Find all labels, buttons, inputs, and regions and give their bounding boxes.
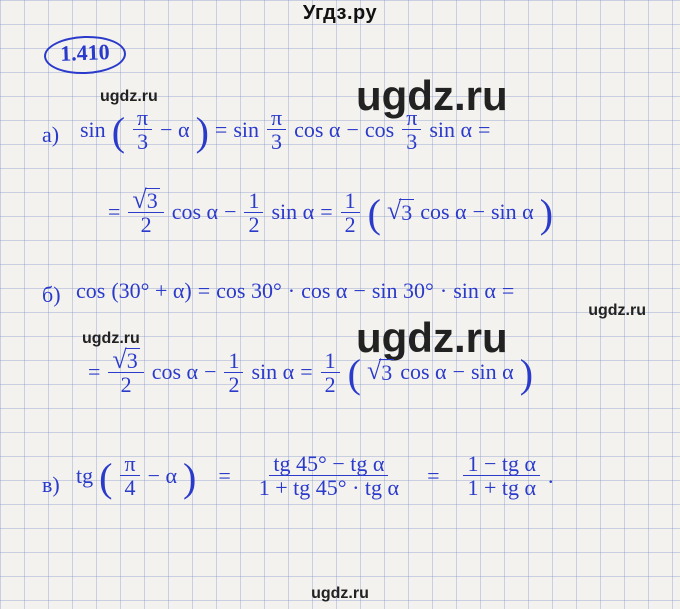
minus-alpha: − α bbox=[160, 117, 189, 143]
one-half-b: 1 2 bbox=[341, 189, 360, 236]
minus-alpha: − α bbox=[148, 463, 177, 489]
lparen-icon: ( bbox=[368, 200, 381, 228]
one-half: 1 2 bbox=[224, 349, 243, 396]
dot: · bbox=[288, 278, 295, 304]
equals-2: = bbox=[300, 359, 312, 385]
one-half: 1 2 bbox=[244, 189, 263, 236]
paper-background: Угдз.ру ugdz.ru ugdz.ru ugdz.ru ugdz.ru … bbox=[0, 0, 680, 609]
cos-fn: cos bbox=[365, 117, 394, 143]
lparen-icon: ( bbox=[99, 464, 112, 492]
part-a-line2: = √3 2 cos α − 1 2 sin α = 1 2 ( √3 cos … bbox=[108, 188, 553, 236]
equals: = bbox=[88, 359, 100, 385]
result-frac: 1 − tg α 1 + tg α bbox=[463, 452, 540, 499]
tg-diff-frac: tg 45° − tg α 1 + tg 45° · tg α bbox=[255, 452, 403, 499]
cos-alpha: cos α bbox=[172, 199, 218, 225]
minus: − bbox=[353, 278, 365, 304]
part-c-line: tg ( π 4 − α ) = tg 45° − tg α 1 + tg 45… bbox=[76, 452, 554, 499]
dot-2: · bbox=[440, 278, 447, 304]
rparen-icon: ) bbox=[520, 360, 533, 388]
minus-2: − bbox=[473, 199, 485, 225]
sin-alpha: sin α bbox=[251, 359, 294, 385]
sqrt3-inline: √3 bbox=[387, 199, 414, 226]
grid-background bbox=[0, 0, 680, 609]
cos-alpha-2: cos α bbox=[400, 359, 446, 385]
cos-alpha: cos α bbox=[152, 359, 198, 385]
minus: − bbox=[224, 199, 236, 225]
equals: = bbox=[215, 117, 227, 143]
lparen-icon: ( bbox=[348, 360, 361, 388]
arg: (30° + α) bbox=[111, 278, 191, 304]
sin30: sin 30° bbox=[372, 278, 434, 304]
minus: − bbox=[204, 359, 216, 385]
pi-over-3-c: π 3 bbox=[402, 106, 421, 153]
part-c-label: в) bbox=[42, 472, 60, 498]
tg-fn: tg bbox=[76, 463, 93, 489]
rparen-icon: ) bbox=[540, 200, 553, 228]
pi-over-3: π 3 bbox=[133, 106, 152, 153]
page-header: Угдз.ру bbox=[0, 2, 680, 25]
cos-alpha-2: cos α bbox=[420, 199, 466, 225]
sqrt3-over-2: √3 2 bbox=[108, 348, 143, 396]
sin-alpha: sin α bbox=[453, 278, 496, 304]
pi-over-4: π 4 bbox=[120, 452, 139, 499]
equals-2: = bbox=[427, 463, 439, 489]
minus-2: − bbox=[453, 359, 465, 385]
equals-trail: = bbox=[478, 117, 490, 143]
equals: = bbox=[108, 199, 120, 225]
sqrt3-over-2: √3 2 bbox=[128, 188, 163, 236]
cos-alpha: cos α bbox=[301, 278, 347, 304]
equals: = bbox=[218, 463, 230, 489]
cos-alpha: cos α bbox=[294, 117, 340, 143]
minus: − bbox=[346, 117, 358, 143]
period: . bbox=[548, 463, 554, 489]
sin-fn: sin bbox=[80, 117, 106, 143]
part-b-line1: cos (30° + α) = cos 30° · cos α − sin 30… bbox=[76, 278, 514, 304]
cos30: cos 30° bbox=[216, 278, 282, 304]
part-b-line2: = √3 2 cos α − 1 2 sin α = 1 2 ( √3 cos … bbox=[88, 348, 533, 396]
equals: = bbox=[198, 278, 210, 304]
part-b-label: б) bbox=[42, 282, 61, 308]
one-half-b: 1 2 bbox=[321, 349, 340, 396]
rparen-icon: ) bbox=[196, 118, 209, 146]
sin-fn-2: sin bbox=[233, 117, 259, 143]
rparen-icon: ) bbox=[183, 464, 196, 492]
equals-trail: = bbox=[502, 278, 514, 304]
cos-fn: cos bbox=[76, 278, 105, 304]
sin-alpha-2: sin α bbox=[491, 199, 534, 225]
part-a-line1: sin ( π 3 − α ) = sin π 3 cos α − cos π … bbox=[80, 106, 490, 153]
lparen-icon: ( bbox=[112, 118, 125, 146]
sin-alpha: sin α bbox=[271, 199, 314, 225]
sin-alpha-2: sin α bbox=[471, 359, 514, 385]
equals: = bbox=[320, 199, 332, 225]
sqrt3-inline: √3 bbox=[367, 359, 394, 386]
sin-alpha: sin α bbox=[429, 117, 472, 143]
part-a-label: а) bbox=[42, 122, 59, 148]
pi-over-3-b: π 3 bbox=[267, 106, 286, 153]
